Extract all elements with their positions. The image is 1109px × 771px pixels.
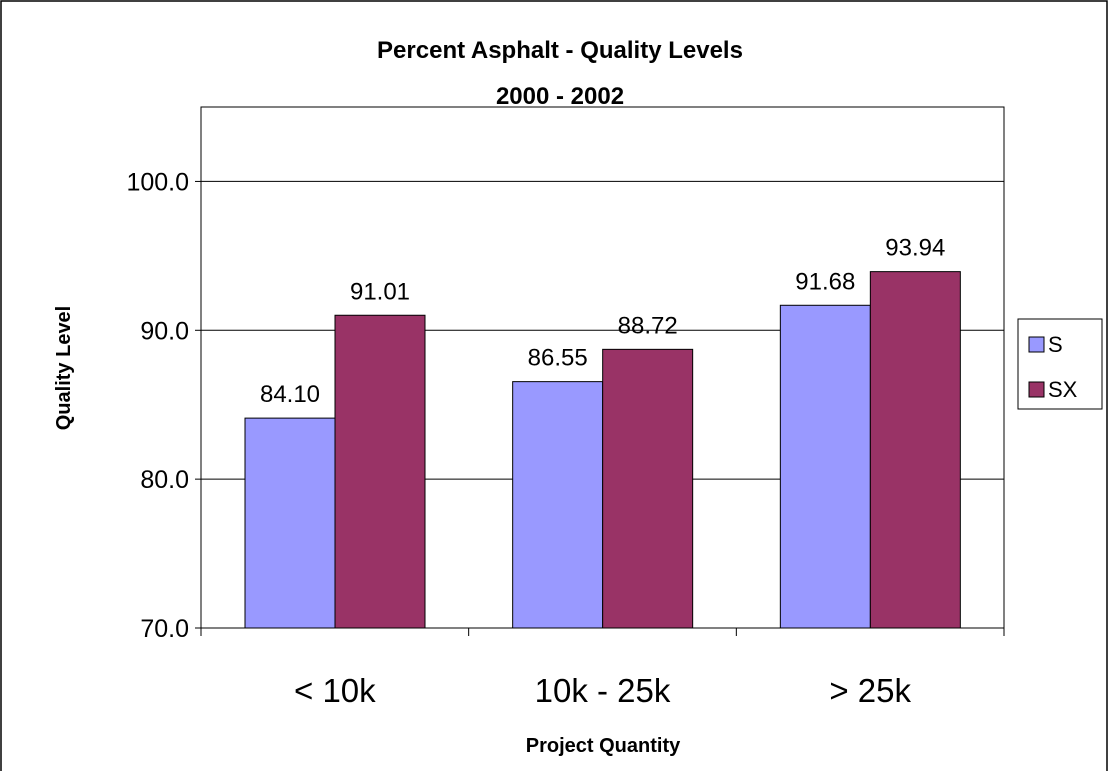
y-tick-label: 100.0 — [126, 168, 189, 196]
x-tick-label: > 25k — [829, 672, 911, 709]
bar-sx — [869, 271, 961, 629]
data-label: 84.10 — [260, 381, 320, 408]
axes: 70.0 80.0 90.0 100.0 < 10k 10k - 25k > 25k — [126, 168, 1005, 709]
bar-s — [512, 381, 604, 629]
bar-sx — [602, 348, 694, 629]
y-axis-title: Quality Level — [53, 306, 75, 431]
legend-label-s: S — [1048, 332, 1063, 357]
data-label: 88.72 — [618, 312, 678, 339]
bar-s — [779, 304, 871, 629]
bar-s — [244, 417, 336, 629]
x-tick-label: < 10k — [294, 672, 376, 709]
data-label: 93.94 — [885, 235, 945, 262]
data-labels: 84.10 91.01 86.55 88.72 91.68 93.94 — [260, 235, 945, 408]
x-tick-label: 10k - 25k — [535, 672, 671, 709]
chart-subtitle: 2000 - 2002 — [496, 83, 624, 110]
legend: S SX — [1017, 318, 1103, 410]
data-label: 91.01 — [350, 278, 410, 305]
legend-swatch-s — [1028, 336, 1045, 353]
data-label: 91.68 — [795, 268, 855, 295]
bars — [244, 271, 961, 629]
y-tick-label: 80.0 — [140, 466, 189, 494]
x-axis-title: Project Quantity — [526, 735, 681, 757]
y-tick-label: 70.0 — [140, 615, 189, 643]
bar-sx — [334, 314, 426, 629]
legend-label-sx: SX — [1048, 377, 1078, 402]
data-label: 86.55 — [528, 345, 588, 372]
legend-swatch-sx — [1028, 381, 1045, 398]
chart-title: Percent Asphalt - Quality Levels — [377, 37, 743, 64]
y-tick-label: 90.0 — [140, 317, 189, 345]
